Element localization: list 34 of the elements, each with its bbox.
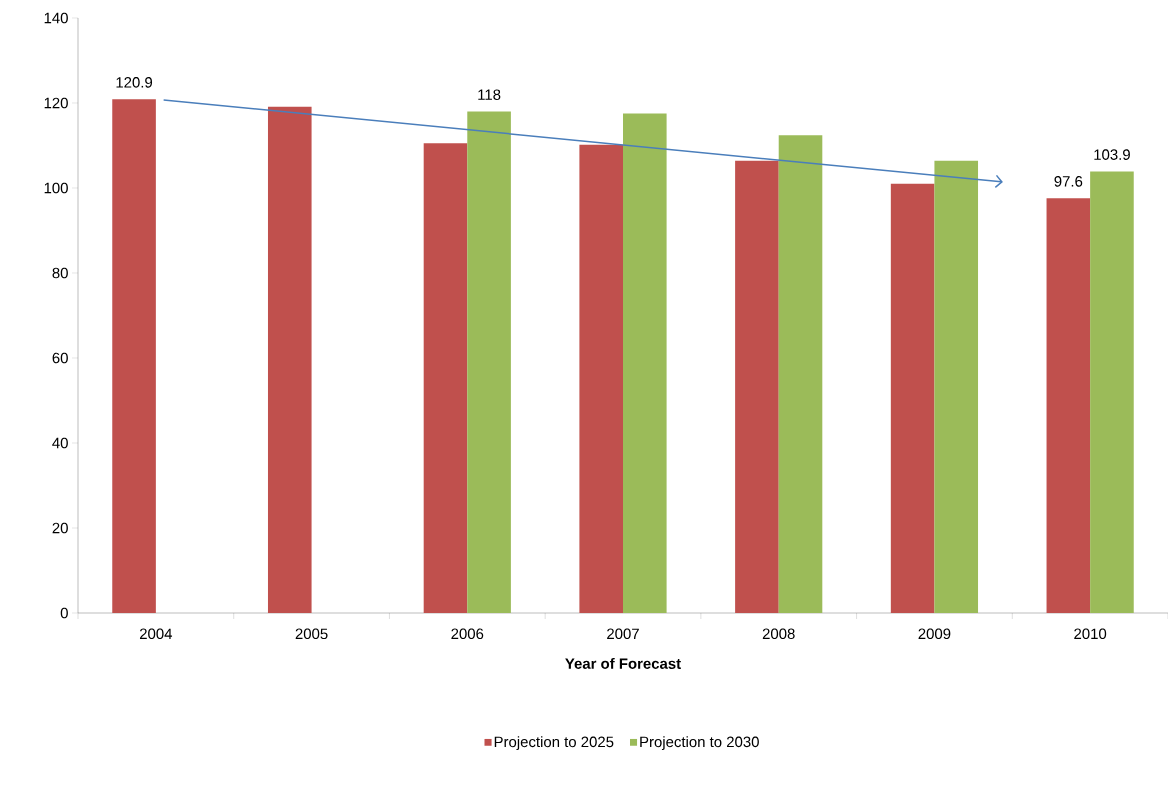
bar xyxy=(623,113,667,613)
bar xyxy=(1046,198,1091,613)
x-tick-label: 2009 xyxy=(918,628,951,640)
bar xyxy=(267,106,312,613)
legend-label: Projection to 2025 xyxy=(494,736,614,751)
bar xyxy=(467,111,511,613)
x-tick-label: 2006 xyxy=(451,628,484,640)
y-tick-label: 60 xyxy=(52,352,68,364)
x-tick-label: 2004 xyxy=(139,628,173,640)
x-axis-title: Year of Forecast xyxy=(565,657,681,669)
data-label: 97.6 xyxy=(1054,176,1083,187)
bar xyxy=(778,135,823,613)
x-tick-label: 2005 xyxy=(295,628,328,640)
y-tick-label: 120 xyxy=(44,97,68,109)
bar xyxy=(890,183,935,613)
bar xyxy=(934,160,979,613)
data-label: 103.9 xyxy=(1094,149,1130,160)
legend-label: Projection to 2030 xyxy=(640,736,759,751)
y-tick-label: 20 xyxy=(52,522,68,534)
bar xyxy=(735,160,779,613)
x-tick-label: 2010 xyxy=(1074,628,1107,640)
bar xyxy=(423,143,468,613)
data-label: 118 xyxy=(478,89,501,100)
x-tick-label: 2008 xyxy=(762,628,795,640)
bar xyxy=(1090,171,1134,613)
y-tick-label: 140 xyxy=(44,12,68,24)
y-tick-label: 40 xyxy=(52,437,68,449)
data-label: 120.9 xyxy=(116,77,153,88)
y-tick-label: 80 xyxy=(52,267,68,279)
y-tick-label: 100 xyxy=(44,182,68,194)
y-tick-label: 0 xyxy=(60,607,68,619)
x-tick-label: 2007 xyxy=(607,628,639,640)
bar xyxy=(579,144,623,613)
bar xyxy=(112,99,156,613)
